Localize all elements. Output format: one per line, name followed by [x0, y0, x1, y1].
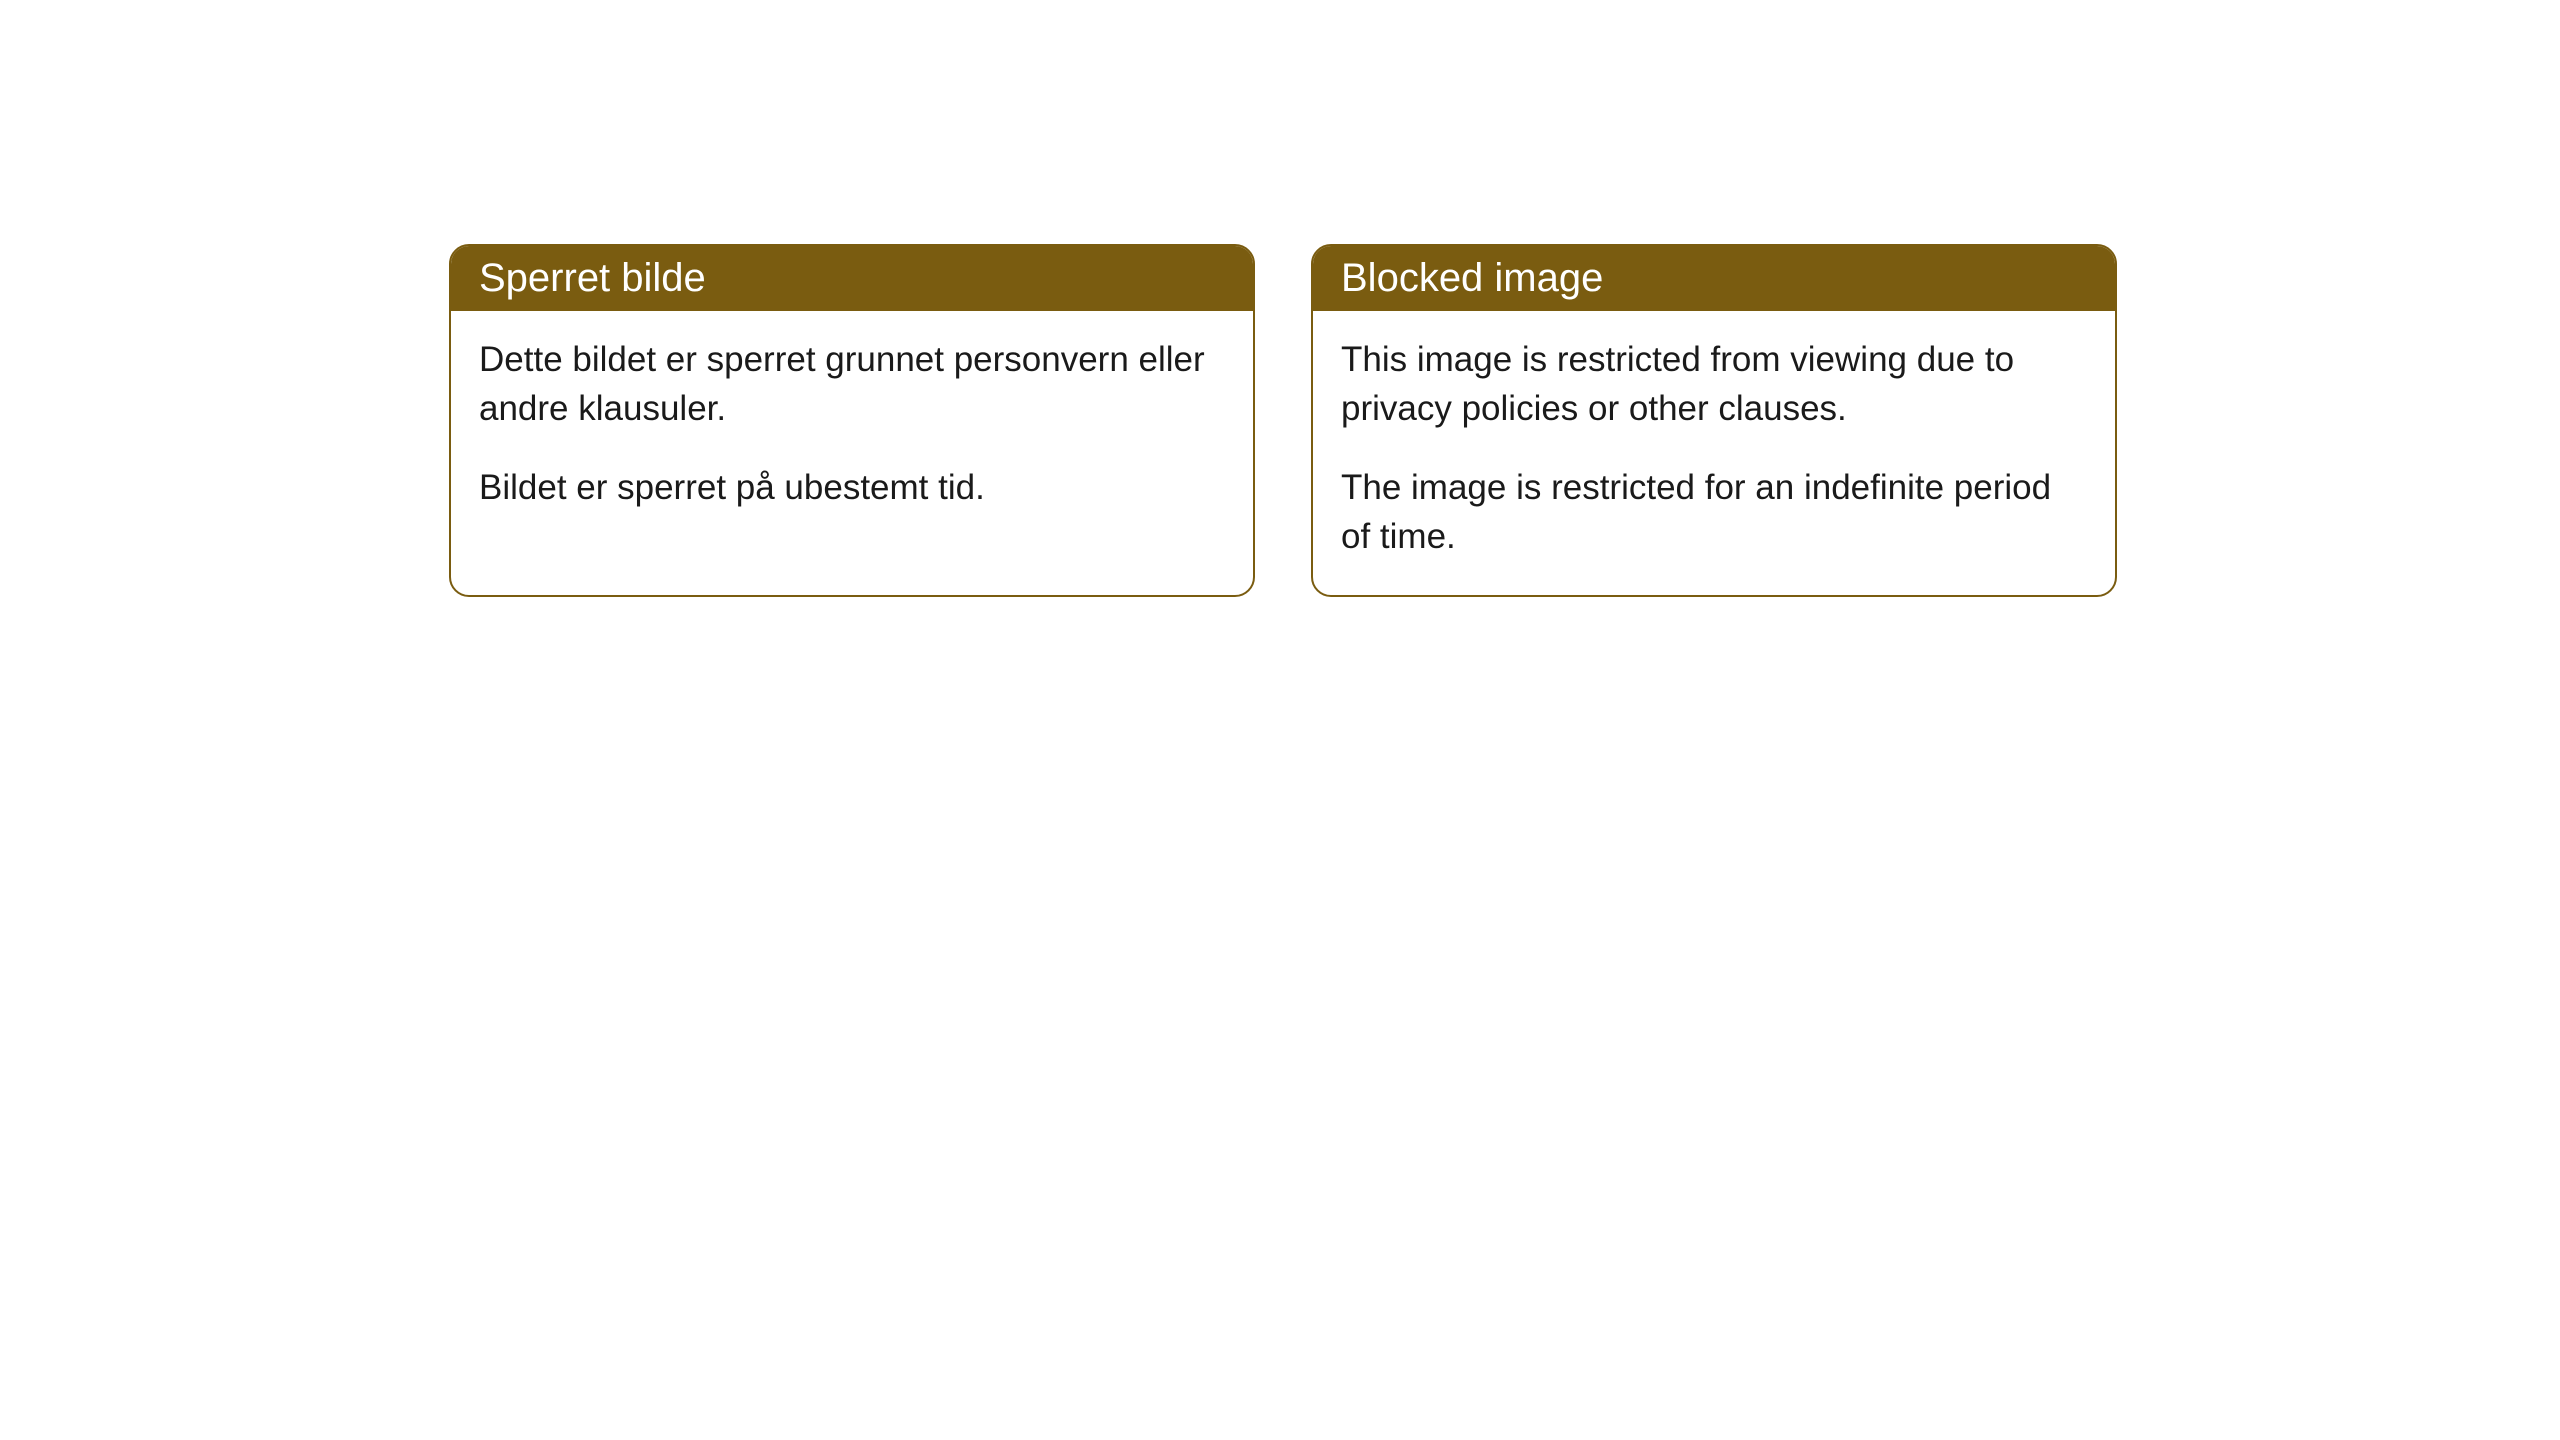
card-body-norwegian: Dette bildet er sperret grunnet personve… [451, 311, 1253, 546]
card-title: Sperret bilde [479, 256, 706, 300]
cards-container: Sperret bilde Dette bildet er sperret gr… [449, 244, 2117, 597]
card-body-english: This image is restricted from viewing du… [1313, 311, 2115, 595]
card-english: Blocked image This image is restricted f… [1311, 244, 2117, 597]
card-paragraph: The image is restricted for an indefinit… [1341, 463, 2087, 561]
card-norwegian: Sperret bilde Dette bildet er sperret gr… [449, 244, 1255, 597]
card-header-norwegian: Sperret bilde [451, 246, 1253, 311]
card-header-english: Blocked image [1313, 246, 2115, 311]
card-paragraph: Bildet er sperret på ubestemt tid. [479, 463, 1225, 512]
card-paragraph: This image is restricted from viewing du… [1341, 335, 2087, 433]
card-title: Blocked image [1341, 256, 1603, 300]
card-paragraph: Dette bildet er sperret grunnet personve… [479, 335, 1225, 433]
